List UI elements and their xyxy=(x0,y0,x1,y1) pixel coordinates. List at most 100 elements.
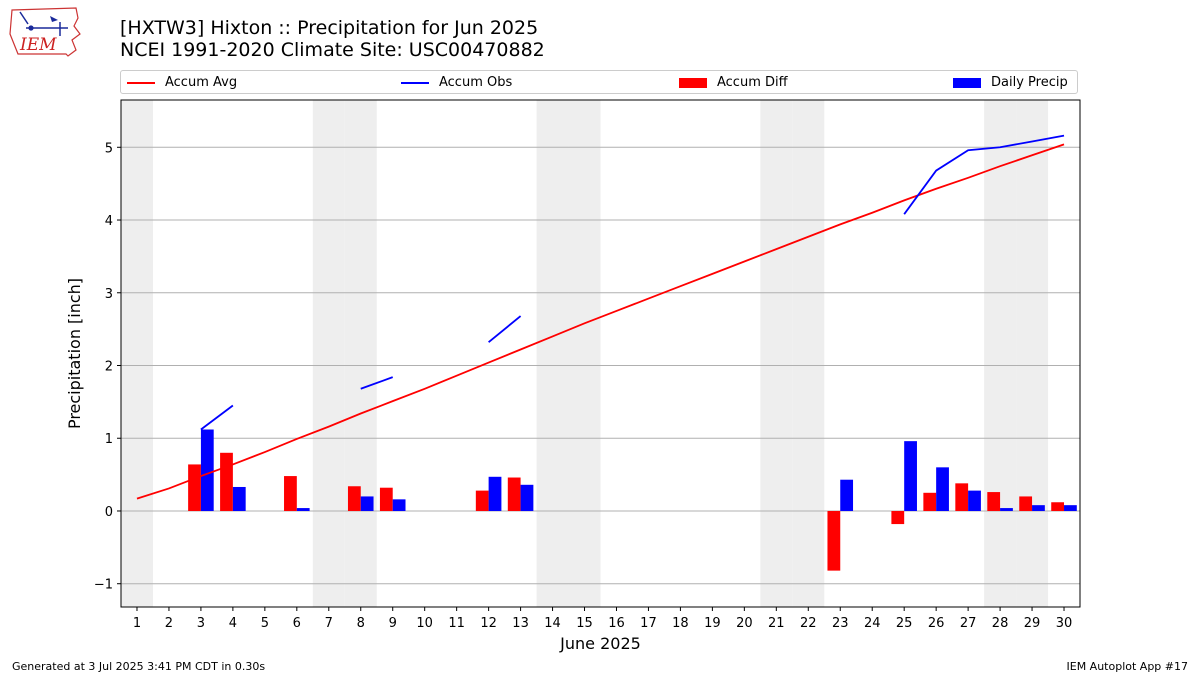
x-tick-label: 12 xyxy=(480,616,497,631)
daily-precip-bar-day-13 xyxy=(520,484,534,511)
x-tick-label: 11 xyxy=(448,616,465,631)
x-tick-label: 26 xyxy=(928,616,945,631)
weekend-band-day-8 xyxy=(344,100,377,607)
legend-swatch-daily-precip xyxy=(953,77,981,88)
weekend-band-day-7 xyxy=(312,100,345,607)
y-tick-label: 3 xyxy=(105,287,113,302)
y-tick-label: 1 xyxy=(105,432,113,447)
weekend-band-day-21 xyxy=(760,100,793,607)
y-tick-label: 2 xyxy=(105,360,113,375)
weekend-band-day-28 xyxy=(984,100,1017,607)
accum-diff-bar-day-12 xyxy=(475,490,489,511)
accum-diff-bar-day-29 xyxy=(1019,496,1033,511)
x-tick-label: 25 xyxy=(896,616,913,631)
daily-precip-bar-day-28 xyxy=(1000,508,1013,511)
legend-item-accum-avg: Accum Avg xyxy=(127,75,237,90)
daily-precip-bar-day-8 xyxy=(360,496,374,511)
daily-precip-bar-day-30 xyxy=(1064,505,1077,511)
accum-obs-line-segment-0 xyxy=(200,404,234,431)
x-tick-label: 30 xyxy=(1056,616,1073,631)
x-tick-label: 29 xyxy=(1024,616,1041,631)
x-tick-label: 9 xyxy=(389,616,397,631)
accum-diff-bar-day-23 xyxy=(827,510,841,571)
accum-diff-bar-day-25 xyxy=(891,510,905,525)
accum-diff-bar-day-4 xyxy=(220,452,233,511)
x-tick-label: 7 xyxy=(325,616,333,631)
accum-diff-bar-day-27 xyxy=(955,483,969,511)
x-tick-label: 24 xyxy=(864,616,881,631)
y-tick-label: 4 xyxy=(105,214,113,229)
accum-diff-bar-day-6 xyxy=(284,476,297,511)
legend-swatch-accum-avg xyxy=(127,81,155,84)
iem-logo: IEM xyxy=(6,4,82,64)
accum-obs-line-segment-3 xyxy=(903,134,1065,215)
x-tick-label: 14 xyxy=(544,616,561,631)
x-tick-label: 22 xyxy=(800,616,817,631)
weekend-band-day-29 xyxy=(1016,100,1049,607)
x-tick-label: 8 xyxy=(357,616,365,631)
x-tick-label: 3 xyxy=(197,616,205,631)
x-tick-label: 21 xyxy=(768,616,785,631)
weekend-band-day-1 xyxy=(121,100,153,607)
accum-diff-bar-day-26 xyxy=(923,492,937,511)
legend-label-accum-diff: Accum Diff xyxy=(717,75,788,90)
daily-precip-bar-day-23 xyxy=(840,479,854,511)
legend-label-accum-avg: Accum Avg xyxy=(165,75,238,90)
daily-precip-bar-day-26 xyxy=(936,467,949,511)
x-tick-label: 4 xyxy=(229,616,237,631)
x-tick-label: 20 xyxy=(736,616,753,631)
footer-app: IEM Autoplot App #17 xyxy=(1066,660,1189,673)
x-tick-label: 19 xyxy=(704,616,721,631)
accum-diff-bar-day-9 xyxy=(379,487,393,511)
accum-avg-line xyxy=(136,143,1065,500)
x-tick-label: 16 xyxy=(608,616,625,631)
daily-precip-bar-day-4 xyxy=(232,486,246,511)
daily-precip-bar-day-6 xyxy=(296,508,310,511)
x-tick-label: 17 xyxy=(640,616,657,631)
x-tick-label: 6 xyxy=(293,616,301,631)
accum-obs-line-segment-2 xyxy=(488,315,522,343)
y-tick-label: 0 xyxy=(105,505,113,520)
accum-diff-bar-day-13 xyxy=(507,477,521,511)
y-tick-label: −1 xyxy=(94,578,113,593)
legend-item-accum-obs: Accum Obs xyxy=(401,75,512,90)
x-tick-label: 13 xyxy=(512,616,529,631)
legend-label-daily-precip: Daily Precip xyxy=(991,75,1068,90)
daily-precip-bar-day-25 xyxy=(904,441,917,511)
x-tick-label: 23 xyxy=(832,616,849,631)
x-tick-label: 28 xyxy=(992,616,1009,631)
x-tick-label: 15 xyxy=(576,616,593,631)
chart-title: [HXTW3] Hixton :: Precipitation for Jun … xyxy=(120,17,539,39)
x-tick-label: 1 xyxy=(133,616,141,631)
daily-precip-bar-day-3 xyxy=(200,429,214,511)
x-axis-label: June 2025 xyxy=(559,634,641,653)
footer-generated: Generated at 3 Jul 2025 3:41 PM CDT in 0… xyxy=(12,660,266,673)
accum-diff-bar-day-3 xyxy=(188,464,201,511)
daily-precip-bar-day-12 xyxy=(488,476,502,511)
accum-diff-bar-day-28 xyxy=(987,492,1001,511)
x-tick-label: 2 xyxy=(165,616,173,631)
daily-precip-bar-day-29 xyxy=(1032,505,1045,511)
legend-swatch-accum-diff xyxy=(679,77,707,88)
x-tick-label: 10 xyxy=(416,616,433,631)
accum-diff-bar-day-8 xyxy=(347,486,361,511)
x-tick-label: 5 xyxy=(261,616,269,631)
weekend-band-day-22 xyxy=(792,100,825,607)
legend-item-accum-diff: Accum Diff xyxy=(679,75,788,90)
legend-item-daily-precip: Daily Precip xyxy=(953,75,1068,90)
x-tick-label: 18 xyxy=(672,616,689,631)
legend: Accum Avg Accum Obs Accum Diff Daily Pre… xyxy=(120,70,1078,94)
weekend-band-day-14 xyxy=(536,100,569,607)
y-axis-label: Precipitation [inch] xyxy=(65,278,84,429)
accum-diff-bar-day-30 xyxy=(1051,502,1065,511)
daily-precip-bar-day-9 xyxy=(392,499,406,511)
y-tick-label: 5 xyxy=(105,141,113,156)
accum-obs-line-segment-1 xyxy=(360,376,394,390)
logo-text: IEM xyxy=(19,35,57,55)
weekend-band-day-15 xyxy=(568,100,601,607)
daily-precip-bar-day-27 xyxy=(968,490,981,511)
chart-subtitle: NCEI 1991-2020 Climate Site: USC00470882 xyxy=(120,39,545,61)
legend-swatch-accum-obs xyxy=(401,81,429,84)
x-tick-label: 27 xyxy=(960,616,977,631)
